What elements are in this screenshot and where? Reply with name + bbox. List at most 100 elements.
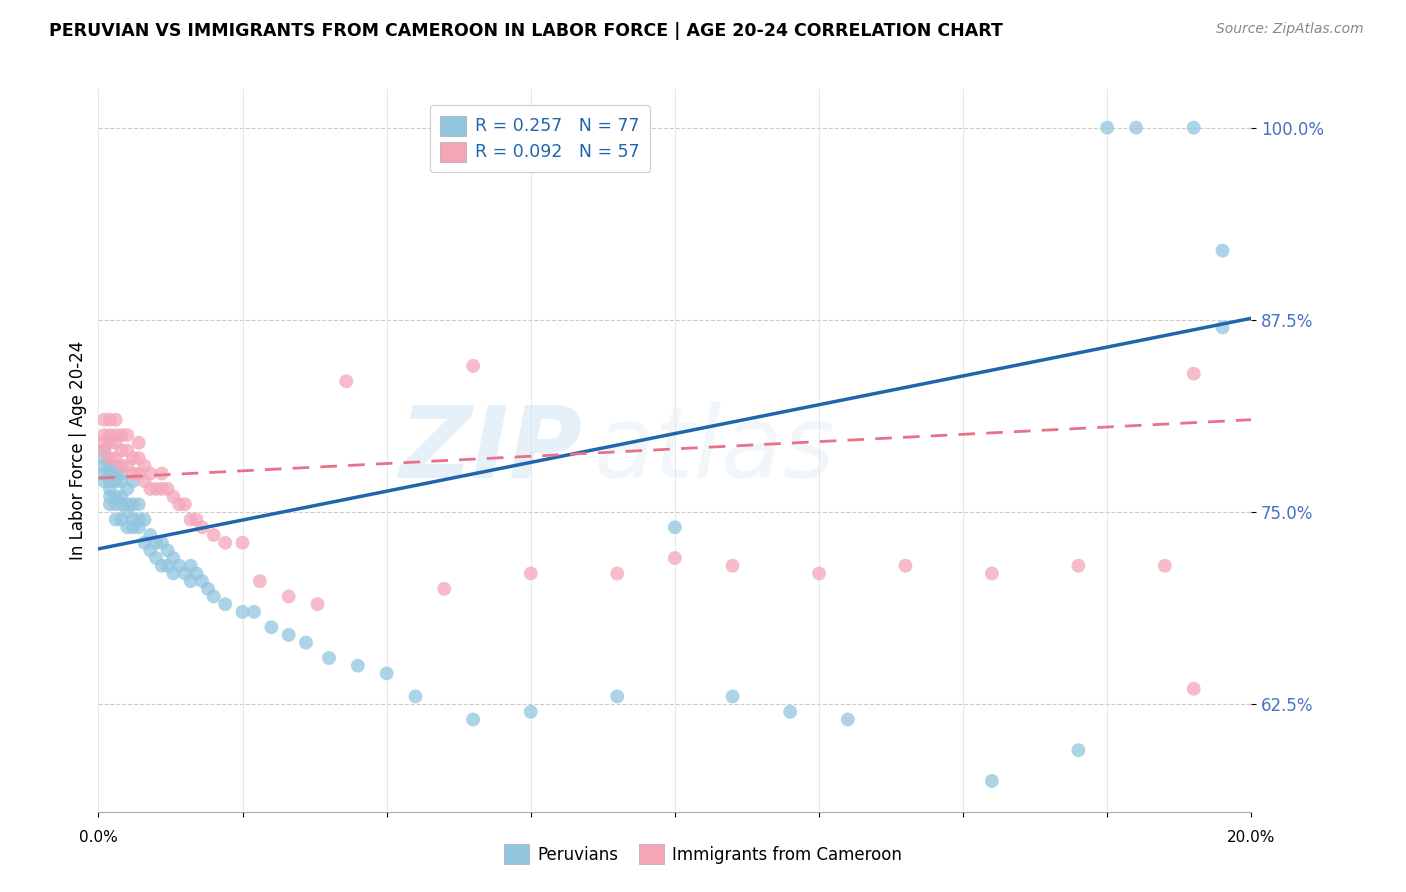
Point [110,513,132,527]
Text: PERUVIAN VS IMMIGRANTS FROM CAMEROON IN LABOR FORCE | AGE 20-24 CORRELATION CHAR: PERUVIAN VS IMMIGRANTS FROM CAMEROON IN … [49,22,1002,40]
Point [150,535,173,549]
Point [1182,120,1205,135]
Point [134,474,156,488]
Text: 0.0%: 0.0% [79,830,118,845]
Point [104,413,127,427]
Point [110,467,132,481]
Point [110,490,132,504]
Point [128,497,150,511]
Point [335,374,357,388]
Point [122,451,145,466]
Point [894,558,917,573]
Point [93,443,115,458]
Text: Source: ZipAtlas.com: Source: ZipAtlas.com [1216,22,1364,37]
Point [197,582,219,596]
Point [167,497,190,511]
Point [260,620,283,634]
Text: atlas: atlas [595,402,835,499]
Point [104,451,127,466]
Point [98,467,121,481]
Point [98,413,121,427]
Point [134,535,156,549]
Point [180,558,202,573]
Point [98,482,121,496]
Point [180,574,202,588]
Point [606,566,628,581]
Point [104,497,127,511]
Point [664,520,686,534]
Point [139,543,162,558]
Legend: Peruvians, Immigrants from Cameroon: Peruvians, Immigrants from Cameroon [498,838,908,871]
Point [104,458,127,473]
Point [93,413,115,427]
Point [1125,120,1147,135]
Point [405,690,427,704]
Point [307,597,329,611]
Point [520,566,543,581]
Point [139,528,162,542]
Point [721,558,744,573]
Point [104,490,127,504]
Point [104,435,127,450]
Point [156,558,179,573]
Point [98,497,121,511]
Point [98,458,121,473]
Point [156,543,179,558]
Point [122,474,145,488]
Point [93,474,115,488]
Point [150,482,173,496]
Point [346,658,368,673]
Point [110,474,132,488]
Point [1067,558,1090,573]
Point [202,590,225,604]
Point [981,774,1004,789]
Point [191,574,214,588]
Point [231,605,254,619]
Point [145,551,167,566]
Point [128,520,150,534]
Point [808,566,831,581]
Point [93,443,115,458]
Point [145,482,167,496]
Point [98,435,121,450]
Point [191,520,214,534]
Point [721,690,744,704]
Point [277,590,299,604]
Point [375,666,398,681]
Point [139,482,162,496]
Point [93,458,115,473]
Point [214,597,236,611]
Point [93,451,115,466]
Point [249,574,271,588]
Point [606,690,628,704]
Point [186,566,208,581]
Point [110,458,132,473]
Point [214,535,236,549]
Point [150,558,173,573]
Point [145,535,167,549]
Point [1097,120,1119,135]
Point [93,428,115,442]
Point [104,428,127,442]
Point [162,551,184,566]
Point [93,467,115,481]
Point [98,474,121,488]
Point [122,467,145,481]
Point [117,428,139,442]
Point [104,513,127,527]
Point [110,428,132,442]
Point [162,490,184,504]
Point [1154,558,1177,573]
Point [837,713,859,727]
Point [162,566,184,581]
Point [117,505,139,519]
Point [243,605,266,619]
Point [180,513,202,527]
Point [93,435,115,450]
Point [117,520,139,534]
Point [433,582,456,596]
Point [128,467,150,481]
Point [461,359,484,373]
Point [779,705,801,719]
Point [174,497,197,511]
